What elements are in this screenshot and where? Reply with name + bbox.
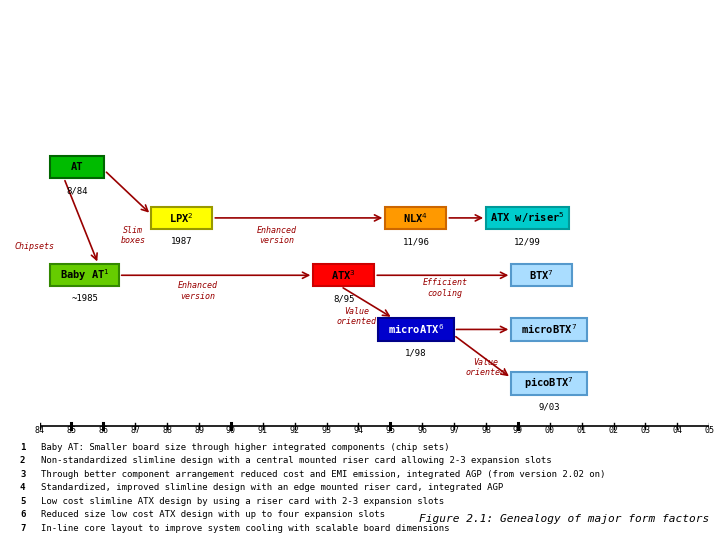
Text: 8/95: 8/95: [333, 294, 354, 303]
Text: 86: 86: [99, 426, 109, 435]
Text: 11/96: 11/96: [402, 237, 429, 246]
FancyBboxPatch shape: [378, 318, 454, 341]
Text: 89: 89: [194, 426, 204, 435]
FancyBboxPatch shape: [50, 264, 119, 286]
Text: 02: 02: [608, 426, 618, 435]
Text: 1/98: 1/98: [405, 348, 426, 357]
FancyBboxPatch shape: [50, 156, 104, 178]
Text: 93: 93: [322, 426, 332, 435]
Text: 9/03: 9/03: [539, 403, 559, 411]
Text: 98: 98: [481, 426, 491, 435]
Text: AT: AT: [71, 162, 84, 172]
Text: Figure 2.1: Genealogy of major form factors: Figure 2.1: Genealogy of major form fact…: [420, 514, 710, 524]
Text: 97: 97: [449, 426, 459, 435]
Text: 6: 6: [20, 510, 25, 519]
Text: 2: 2: [20, 456, 25, 465]
Text: NLX$^{4}$: NLX$^{4}$: [403, 211, 428, 225]
Text: 85: 85: [66, 426, 76, 435]
Text: 91: 91: [258, 426, 268, 435]
Text: 2.1. Overview (1): 2.1. Overview (1): [276, 83, 447, 101]
Text: 8/84: 8/84: [67, 186, 88, 195]
Text: Non-standardized slimline design with a central mounted riser card allowing 2-3 : Non-standardized slimline design with a …: [41, 456, 552, 465]
FancyBboxPatch shape: [313, 264, 374, 286]
FancyBboxPatch shape: [511, 318, 587, 341]
Text: Value
oriented: Value oriented: [336, 307, 377, 326]
Text: 99: 99: [513, 426, 523, 435]
Text: 84: 84: [35, 426, 45, 435]
FancyBboxPatch shape: [511, 264, 572, 286]
Text: microBTX$^{7}$: microBTX$^{7}$: [521, 322, 577, 336]
Text: 7: 7: [20, 524, 25, 533]
Text: Slim
boxes: Slim boxes: [121, 226, 145, 245]
Text: 96: 96: [417, 426, 427, 435]
Text: Value
oriented: Value oriented: [466, 358, 506, 377]
Text: 88: 88: [162, 426, 172, 435]
Text: In-line core layout to improve system cooling with scalable board dimensions: In-line core layout to improve system co…: [41, 524, 449, 533]
Text: 2. Main types of motherboards: 2. Main types of motherboards: [189, 26, 531, 46]
Text: Efficient
cooling: Efficient cooling: [423, 278, 467, 298]
Text: Reduced size low cost ATX design with up to four expansion slots: Reduced size low cost ATX design with up…: [41, 510, 385, 519]
Text: Baby AT: Smaller board size through higher integrated components (chip sets): Baby AT: Smaller board size through high…: [41, 443, 449, 451]
Text: microATX$^{6}$: microATX$^{6}$: [387, 322, 444, 336]
Text: Enhanced
version: Enhanced version: [178, 281, 218, 301]
Text: 00: 00: [545, 426, 555, 435]
Text: LPX$^{2}$: LPX$^{2}$: [169, 211, 194, 225]
Text: 04: 04: [672, 426, 683, 435]
Text: Chipsets: Chipsets: [14, 242, 55, 251]
Text: 1: 1: [20, 443, 25, 451]
Text: picoBTX$^{7}$: picoBTX$^{7}$: [524, 376, 574, 392]
FancyBboxPatch shape: [151, 207, 212, 229]
Text: ATX$^{3}$: ATX$^{3}$: [331, 268, 356, 282]
FancyBboxPatch shape: [511, 373, 587, 395]
Text: 87: 87: [130, 426, 140, 435]
Text: Standardized, improved slimline design with an edge mounted riser card, integrat: Standardized, improved slimline design w…: [41, 483, 503, 492]
Text: Through better component arrangement reduced cost and EMI emission, integrated A: Through better component arrangement red…: [41, 470, 606, 478]
FancyBboxPatch shape: [486, 207, 569, 229]
Text: Low cost slimline ATX design by using a riser card with 2-3 expansion slots: Low cost slimline ATX design by using a …: [41, 497, 444, 505]
FancyBboxPatch shape: [385, 207, 446, 229]
Text: ATX w/riser$^{5}$: ATX w/riser$^{5}$: [490, 211, 564, 225]
Text: 4: 4: [20, 483, 25, 492]
Text: 01: 01: [577, 426, 587, 435]
Text: 05: 05: [704, 426, 714, 435]
Text: BTX$^{7}$: BTX$^{7}$: [529, 268, 554, 282]
Text: 90: 90: [226, 426, 236, 435]
Text: Enhanced
version: Enhanced version: [257, 226, 297, 245]
Text: 5: 5: [20, 497, 25, 505]
Text: 1987: 1987: [171, 237, 192, 246]
Text: Baby AT$^{1}$: Baby AT$^{1}$: [60, 267, 109, 283]
Text: 12/99: 12/99: [514, 237, 541, 246]
Text: 03: 03: [640, 426, 650, 435]
Text: 94: 94: [354, 426, 364, 435]
Text: 3: 3: [20, 470, 25, 478]
Text: 92: 92: [289, 426, 300, 435]
Text: ~1985: ~1985: [71, 294, 98, 303]
Text: 95: 95: [385, 426, 395, 435]
